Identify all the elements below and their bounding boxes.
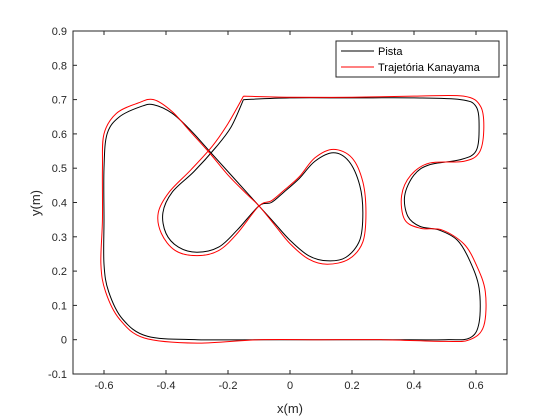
y-tick-label: 0.4 <box>52 198 67 210</box>
x-axis-title: x(m) <box>277 401 303 416</box>
y-tick-label: 0.9 <box>52 26 67 38</box>
legend-box <box>335 40 500 78</box>
legend-label-pista: Pista <box>378 46 403 58</box>
y-tick-label: 0.6 <box>52 129 67 141</box>
y-tick-label: 0 <box>61 335 67 347</box>
y-tick-label: 0.7 <box>52 95 67 107</box>
y-axis-title: y(m) <box>28 190 43 216</box>
plot-background <box>73 31 507 374</box>
legend: Pista Trajetória Kanayama <box>335 40 500 78</box>
series-layer <box>100 94 487 344</box>
y-tick-label: 0.1 <box>52 300 67 312</box>
x-tick-label: 0.4 <box>406 380 421 392</box>
x-tick-label: 0 <box>287 380 293 392</box>
x-tick-label: -0.4 <box>157 380 176 392</box>
x-tick-layer: -0.6 -0.4 -0.2 0 0.2 0.4 0.6 <box>95 31 484 392</box>
y-tick-label: 0.5 <box>52 163 67 175</box>
x-tick-label: 0.6 <box>468 380 483 392</box>
y-tick-label: -0.1 <box>48 369 67 381</box>
x-tick-label: -0.2 <box>219 380 238 392</box>
y-tick-label: 0.3 <box>52 232 67 244</box>
series-line-1 <box>100 94 487 344</box>
legend-label-kanayama: Trajetória Kanayama <box>378 62 481 74</box>
y-tick-label: 0.8 <box>52 60 67 72</box>
x-tick-label: 0.2 <box>344 380 359 392</box>
y-tick-layer: -0.1 0 0.1 0.2 0.3 0.4 0.5 0.6 0.7 0.8 0.9 <box>48 26 507 381</box>
x-tick-label: -0.6 <box>95 380 114 392</box>
y-tick-label: 0.2 <box>52 266 67 278</box>
